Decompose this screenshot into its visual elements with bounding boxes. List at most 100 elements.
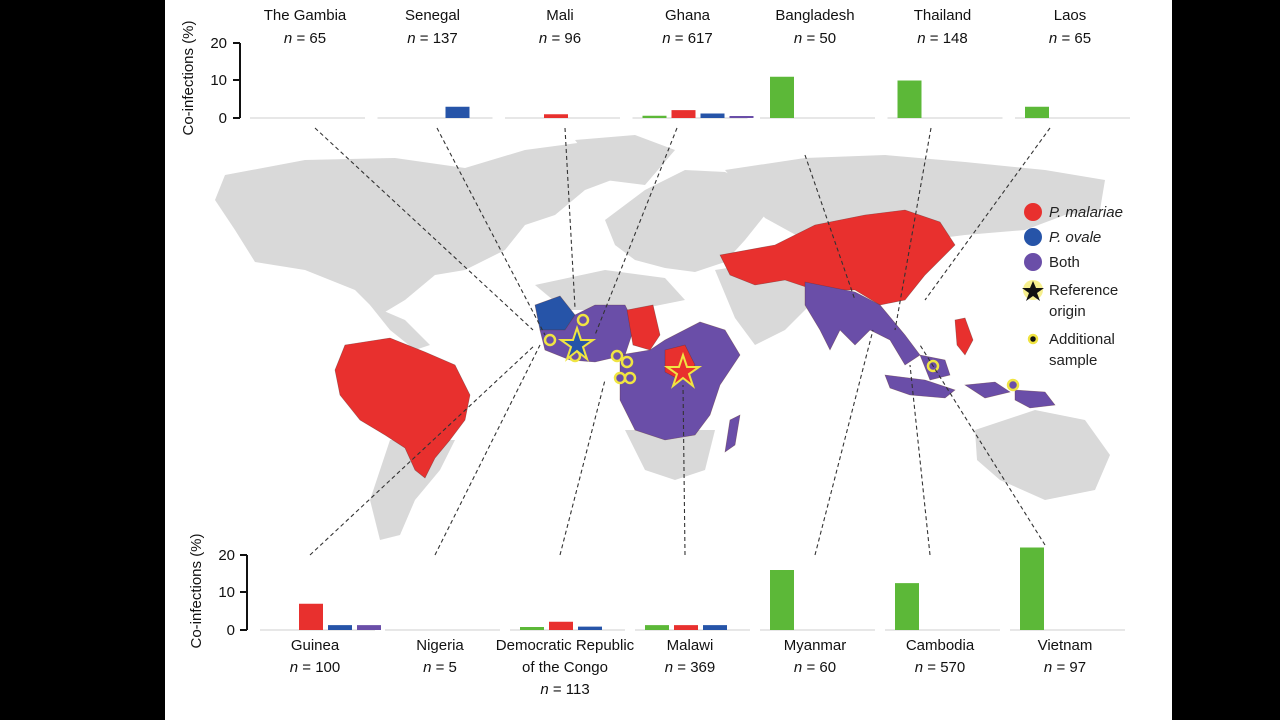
country-label: Myanmar	[784, 637, 847, 654]
bar-malawi-1	[674, 625, 698, 630]
additional-sample-marker	[623, 371, 637, 385]
sample-size-label: n = 97	[1044, 659, 1086, 676]
legend-label-both: Both	[1049, 254, 1080, 271]
legend-swatch-p-malariae	[1024, 203, 1042, 221]
country-label: Senegal	[405, 7, 460, 24]
bar-malawi-0	[645, 625, 669, 630]
sample-size-label: n = 113	[540, 681, 589, 698]
bar-senegal-2	[445, 106, 470, 118]
reference-origin-star	[663, 351, 703, 389]
bar-ghana-3	[729, 116, 754, 118]
bar-guinea-1	[299, 603, 323, 630]
bottom-y-axis-label: Co-infections (%)	[188, 533, 205, 648]
top-axis: Co-infections (%) 20 10 0	[180, 20, 241, 136]
south-asia-both	[804, 281, 921, 366]
north-africa-land	[535, 270, 685, 310]
china-region	[719, 209, 956, 306]
country-label: Laos	[1054, 7, 1087, 24]
indonesia-both	[884, 354, 1056, 409]
additional-sample-marker	[613, 371, 627, 385]
sample-size-label: n = 617	[662, 30, 712, 47]
bar-ghana-0	[642, 115, 667, 118]
sample-size-label: n = 100	[290, 659, 340, 676]
bar-cambodia-0	[895, 583, 919, 630]
country-label-line2: of the Congo	[522, 659, 608, 676]
connector-lines	[309, 127, 1051, 556]
map-figure: P. malariae P. ovale Both Reference orig…	[180, 7, 1130, 698]
reference-origin-star	[557, 324, 597, 362]
legend: P. malariae P. ovale Both Reference orig…	[1022, 203, 1123, 369]
bar-democratic-republic-2	[578, 626, 602, 630]
additional-sample-marker	[543, 333, 557, 347]
philippines-region	[954, 317, 974, 356]
bar-ghana-1	[671, 110, 696, 118]
country-label: Mali	[546, 7, 574, 24]
bar-myanmar-0	[770, 570, 794, 630]
southern-africa-land	[625, 430, 715, 480]
bar-vietnam-0	[1020, 547, 1044, 630]
south-america-south-land	[370, 440, 455, 540]
bar-ghana-2	[700, 113, 725, 118]
bar-democratic-republic-1	[549, 621, 573, 630]
country-label: Guinea	[291, 637, 340, 654]
additional-sample-marker	[1006, 378, 1020, 392]
country-label: Thailand	[914, 7, 972, 24]
country-label: Cambodia	[906, 637, 975, 654]
country-label: Vietnam	[1038, 637, 1093, 654]
legend-label-p-malariae: P. malariae	[1049, 204, 1123, 221]
sample-size-label: n = 570	[915, 659, 965, 676]
sample-size-label: n = 65	[284, 30, 326, 47]
bottom-axis: Co-infections (%) 20 10 0	[188, 533, 248, 649]
greenland-land	[575, 135, 675, 185]
legend-label-reference-2: origin	[1049, 303, 1086, 320]
bar-guinea-2	[328, 625, 352, 630]
world-map	[215, 135, 1110, 540]
central-america-land	[370, 305, 430, 350]
legend-dot-icon	[1027, 333, 1039, 345]
legend-label-reference-1: Reference	[1049, 282, 1118, 299]
country-label: Nigeria	[416, 637, 464, 654]
bottom-tick-0: 0	[227, 622, 235, 639]
legend-label-additional-2: sample	[1049, 352, 1097, 369]
north-america-land	[215, 142, 635, 315]
australia-land	[975, 410, 1110, 500]
map-markers	[543, 313, 1020, 392]
top-tick-20: 20	[210, 35, 227, 52]
top-bar-panel: The Gambia n = 65 Senegal n = 137 Mali n = 96…	[250, 7, 1130, 119]
bottom-bar-panel: Guinea n = 100 Nigeria n = 5 Democratic Repu…	[260, 547, 1125, 698]
bar-malawi-2	[703, 625, 727, 630]
additional-sample-marker	[610, 349, 624, 363]
bar-democratic-republic-0	[520, 627, 544, 630]
figure: P. malariae P. ovale Both Reference orig…	[165, 0, 1172, 720]
country-label: Democratic Republic	[496, 637, 635, 654]
sample-size-label: n = 96	[539, 30, 581, 47]
legend-swatch-p-ovale	[1024, 228, 1042, 246]
sample-size-label: n = 60	[794, 659, 836, 676]
legend-swatch-both	[1024, 253, 1042, 271]
country-label: The Gambia	[264, 7, 347, 24]
legend-star-icon	[1022, 281, 1044, 301]
top-tick-10: 10	[210, 72, 227, 89]
country-label: Malawi	[667, 637, 714, 654]
sudan-region	[626, 304, 661, 351]
madagascar	[724, 414, 741, 453]
bar-guinea-3	[357, 625, 381, 630]
bar-mali-1	[544, 114, 568, 118]
legend-label-p-ovale: P. ovale	[1049, 229, 1101, 246]
country-label: Bangladesh	[775, 7, 854, 24]
sample-size-label: n = 50	[794, 30, 836, 47]
additional-sample-marker	[620, 355, 634, 369]
bar-bangladesh-0	[770, 76, 794, 118]
sample-size-label: n = 137	[407, 30, 457, 47]
country-label: Ghana	[665, 7, 711, 24]
brazil-region	[334, 337, 471, 479]
middle-east-land	[715, 262, 815, 345]
additional-sample-marker	[576, 313, 590, 327]
sample-size-label: n = 369	[665, 659, 715, 676]
bar-laos-0	[1025, 106, 1049, 118]
sample-size-label: n = 65	[1049, 30, 1091, 47]
sample-size-label: n = 5	[423, 659, 457, 676]
bar-thailand-0	[897, 80, 922, 118]
top-tick-0: 0	[219, 110, 227, 127]
top-y-axis-label: Co-infections (%)	[180, 20, 197, 135]
